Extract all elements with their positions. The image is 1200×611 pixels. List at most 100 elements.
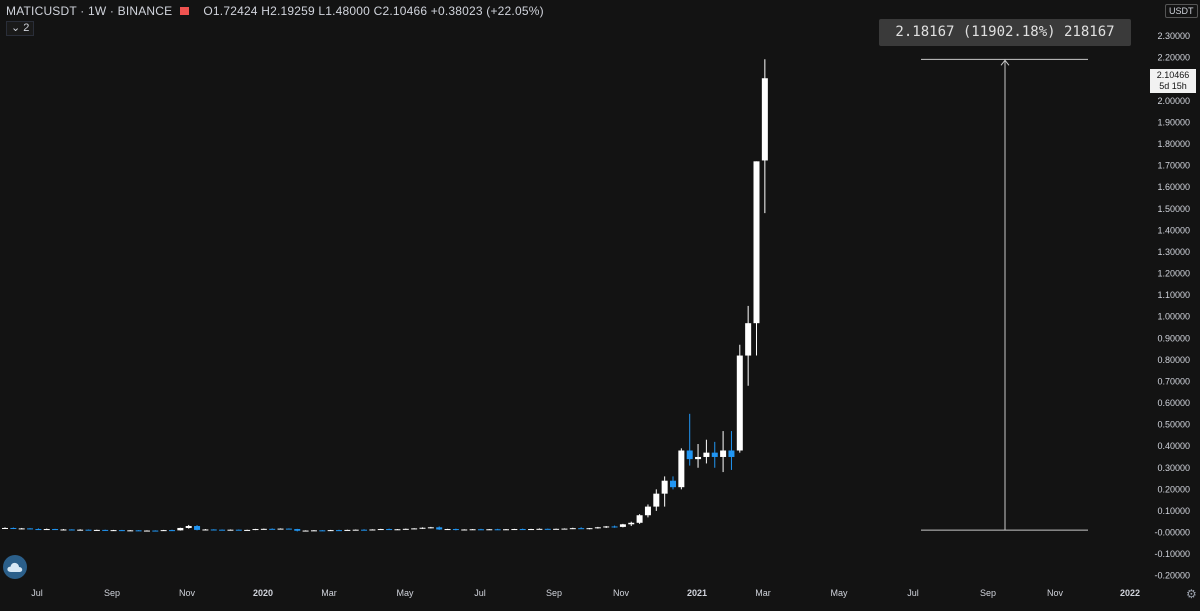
candle	[10, 527, 17, 530]
price-tick-label: -0.00000	[1154, 528, 1190, 538]
candle	[553, 528, 560, 530]
candle	[569, 527, 576, 530]
candle-body	[85, 529, 92, 531]
measure-arrowhead	[1000, 59, 1010, 66]
price-tick-label: 1.30000	[1157, 247, 1190, 257]
price-axis[interactable]: 2.300002.200002.100002.000001.900001.800…	[1150, 0, 1200, 581]
candle-body	[302, 530, 309, 532]
price-tick-label: 1.90000	[1157, 117, 1190, 127]
symbol-title: MATICUSDT · 1W · BINANCE	[6, 4, 173, 18]
candle-body	[235, 529, 242, 531]
candle	[85, 529, 92, 531]
candle-body	[285, 528, 292, 530]
candle	[528, 528, 535, 531]
candle	[194, 525, 201, 531]
candle	[561, 528, 568, 530]
candle-body	[586, 528, 593, 530]
candle	[644, 504, 651, 518]
indicator-collapse-button[interactable]: ⌄ 2	[6, 21, 35, 36]
candle	[377, 528, 384, 531]
candle-body	[377, 529, 384, 531]
price-tick-label: 1.10000	[1157, 290, 1190, 300]
candle-body	[670, 480, 676, 488]
candle-body	[269, 528, 276, 530]
candle	[469, 529, 476, 531]
candle-body	[661, 480, 668, 494]
price-tick-label: 0.80000	[1157, 355, 1190, 365]
gear-icon[interactable]: ⚙	[1186, 587, 1197, 601]
candle-body	[503, 529, 509, 531]
time-tick-label: Mar	[755, 588, 771, 598]
candle	[419, 527, 426, 529]
candle-body	[336, 530, 342, 532]
candle	[452, 528, 459, 531]
price-tick-label: 2.00000	[1157, 96, 1190, 106]
candle	[118, 529, 125, 532]
currency-badge[interactable]: USDT	[1165, 4, 1198, 18]
red-flag-icon[interactable]	[180, 7, 190, 15]
candle-body	[60, 529, 67, 531]
candle	[411, 528, 418, 530]
candle-body	[519, 529, 526, 531]
candle	[695, 444, 702, 468]
candle-body	[544, 528, 551, 530]
candle	[336, 529, 342, 532]
time-tick-label: Nov	[613, 588, 630, 598]
candle-body	[561, 528, 568, 530]
candle-body	[628, 522, 635, 525]
candle	[35, 528, 42, 531]
candle	[653, 489, 660, 511]
candle-body	[711, 452, 718, 457]
candle	[169, 529, 175, 532]
time-tick-label: Jul	[907, 588, 919, 598]
candle-body	[294, 529, 301, 531]
candle-body	[177, 527, 184, 531]
candle	[244, 529, 251, 531]
candle	[102, 529, 109, 531]
candle	[427, 526, 434, 529]
candle	[269, 528, 276, 530]
candle	[2, 527, 8, 529]
price-tick-label: 1.70000	[1157, 161, 1190, 171]
candle	[686, 413, 693, 466]
candle-body	[427, 527, 434, 529]
candle	[369, 529, 376, 531]
candle	[152, 530, 159, 532]
candle-body	[260, 528, 267, 530]
tradingview-cloud-icon[interactable]	[3, 555, 27, 579]
candlestick-chart[interactable]	[0, 0, 1150, 580]
candle-body	[419, 527, 426, 529]
candle-body	[569, 528, 576, 530]
candle	[143, 530, 150, 532]
chart-pane[interactable]: MATICUSDT · 1W · BINANCE O1.72424 H2.192…	[0, 0, 1150, 580]
last-price-value: 2.10466	[1156, 70, 1190, 80]
candle	[611, 525, 618, 528]
candle-body	[761, 78, 768, 161]
candle	[544, 528, 551, 530]
candle-body	[227, 529, 234, 531]
candle-body	[686, 450, 693, 460]
price-tick-label: 2.20000	[1157, 53, 1190, 63]
candle-body	[361, 529, 368, 531]
time-tick-label: Sep	[980, 588, 996, 598]
time-tick-label: 2021	[687, 588, 707, 598]
candle-body	[678, 450, 685, 488]
candle-body	[194, 526, 201, 530]
candle-body	[277, 528, 284, 530]
candle	[294, 528, 301, 532]
time-tick-label: Mar	[321, 588, 337, 598]
candle	[285, 528, 292, 530]
candle	[252, 528, 259, 531]
candle	[619, 523, 626, 528]
candle-body	[202, 529, 209, 531]
candle-body	[219, 529, 226, 531]
candle-body	[118, 530, 125, 532]
candle	[52, 528, 59, 531]
candle-body	[461, 529, 468, 531]
time-axis[interactable]: Jul Sep Nov 2020 Mar May Jul Sep Nov 2021 Mar May Ju…	[0, 580, 1150, 606]
time-axis-labels: Jul Sep Nov 2020 Mar May Jul Sep Nov 2021 Mar May Ju…	[31, 588, 1140, 598]
candle-body	[386, 529, 393, 531]
candle	[177, 527, 184, 531]
time-tick-label: Jul	[31, 588, 43, 598]
